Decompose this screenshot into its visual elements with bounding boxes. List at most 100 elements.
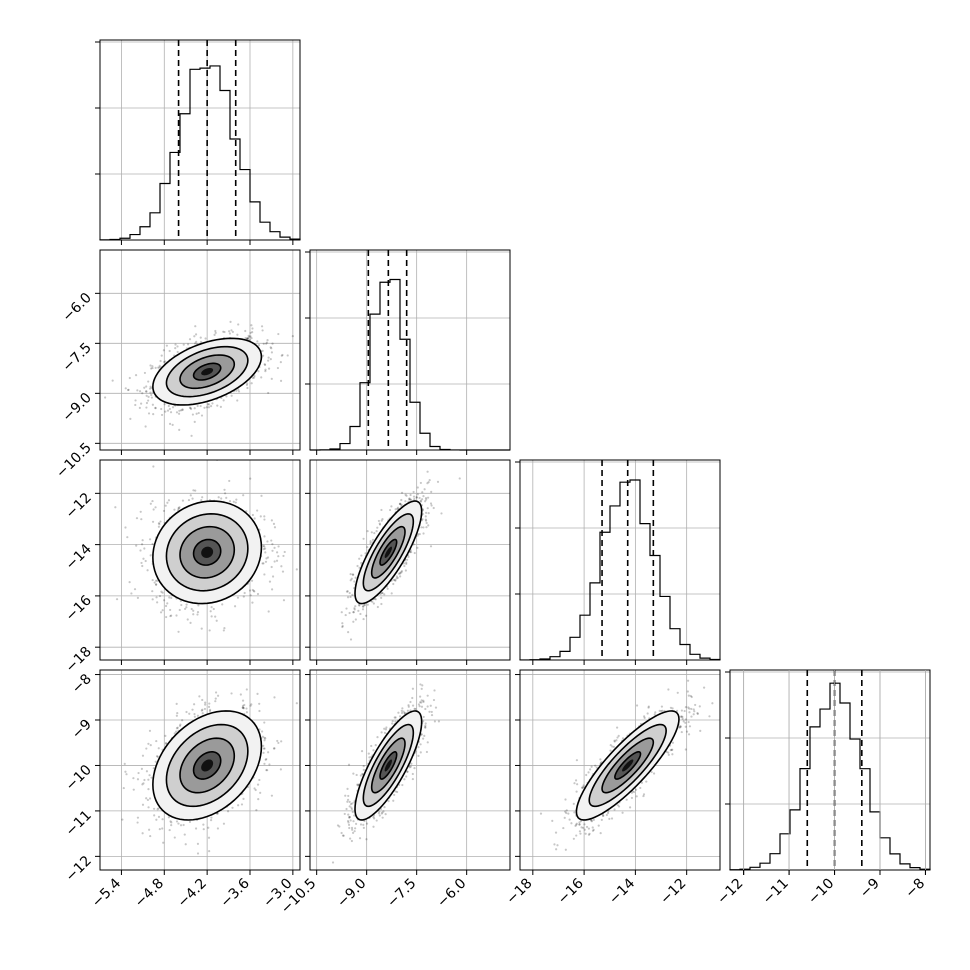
sample-point (398, 502, 401, 506)
sample-point (260, 325, 264, 328)
sample-point (424, 519, 428, 522)
sample-point (228, 479, 231, 483)
sample-point (139, 510, 142, 513)
tick-label-y: −9 (69, 717, 95, 743)
sample-point (236, 596, 240, 599)
sample-point (210, 615, 213, 618)
sample-point (245, 337, 249, 340)
sample-point (189, 406, 192, 410)
sample-point (209, 610, 212, 613)
sample-point (416, 486, 419, 489)
sample-point (265, 557, 268, 560)
sample-point (134, 399, 137, 402)
sample-point (260, 376, 263, 379)
sample-point (149, 391, 152, 394)
sample-point (264, 560, 268, 563)
sample-point (406, 558, 409, 561)
sample-point (425, 511, 428, 514)
sample-point (114, 506, 117, 509)
sample-point (291, 335, 294, 338)
panel-frame (99, 39, 301, 241)
sample-point (428, 478, 431, 482)
sample-point (223, 330, 226, 334)
sample-point (166, 602, 169, 605)
sample-point (230, 329, 233, 332)
sample-point (263, 547, 267, 550)
sample-point (151, 590, 154, 593)
sample-point (427, 512, 430, 515)
sample-point (421, 518, 424, 521)
sample-point (369, 541, 372, 545)
sample-point (236, 399, 239, 402)
sample-point (263, 573, 266, 576)
sample-point (264, 370, 267, 373)
sample-point (145, 797, 148, 800)
sample-point (167, 404, 170, 408)
sample-point (163, 403, 166, 406)
sample-point (404, 569, 407, 572)
sample-point (204, 337, 207, 340)
sample-point (262, 342, 265, 345)
sample-point (244, 329, 247, 333)
sample-point (167, 499, 171, 502)
sample-point (249, 331, 252, 335)
sample-point (419, 500, 423, 503)
tick-label-y: −12 (63, 853, 95, 885)
sample-point (267, 356, 270, 359)
sample-point (286, 354, 289, 357)
panel-frame (729, 669, 931, 871)
sample-point (149, 744, 152, 747)
sample-point (403, 564, 406, 568)
sample-point (251, 376, 254, 380)
sample-point (217, 496, 220, 499)
sample-point (233, 605, 237, 608)
panel-content (114, 460, 298, 633)
sample-point (158, 366, 161, 369)
sample-point (223, 488, 226, 491)
sample-point (194, 325, 197, 328)
sample-point (251, 327, 254, 330)
histogram-panel-1 (305, 249, 511, 455)
sample-point (150, 367, 153, 370)
sample-point (405, 561, 408, 564)
sample-point (399, 502, 402, 505)
tick-label-y: −18 (63, 644, 95, 676)
sample-point (135, 517, 139, 520)
sample-point (196, 852, 200, 855)
sample-point (145, 401, 149, 405)
sample-point (243, 591, 246, 595)
tick-label-x: −3.6 (217, 875, 252, 910)
sample-point (139, 549, 142, 552)
sample-point (129, 417, 132, 420)
sample-point (104, 396, 107, 399)
sample-point (270, 347, 273, 350)
sample-point (147, 806, 150, 809)
sample-point (350, 577, 353, 580)
sample-point (353, 607, 356, 610)
sample-point (150, 393, 153, 397)
sample-point (208, 710, 212, 713)
tick-label-y: −7.5 (59, 340, 94, 375)
sample-point (400, 491, 404, 494)
sample-point (151, 542, 154, 546)
sample-point (193, 407, 196, 410)
sample-point (360, 554, 363, 557)
sample-point (187, 498, 191, 502)
sample-point (429, 545, 433, 548)
sample-point (267, 359, 270, 362)
panel-content (104, 320, 294, 437)
sample-point (162, 360, 166, 364)
sample-point (171, 423, 174, 426)
sample-point (264, 368, 267, 371)
contour-line-1 (165, 513, 249, 592)
sample-point (269, 346, 272, 349)
sample-point (149, 554, 152, 557)
sample-point (152, 465, 155, 468)
sample-point (358, 603, 361, 606)
sample-point (421, 498, 424, 501)
sample-point (404, 500, 407, 503)
sample-point (194, 342, 197, 345)
sample-point (266, 338, 269, 342)
tick-label-x: −4.8 (132, 876, 167, 911)
sample-point (222, 330, 225, 333)
